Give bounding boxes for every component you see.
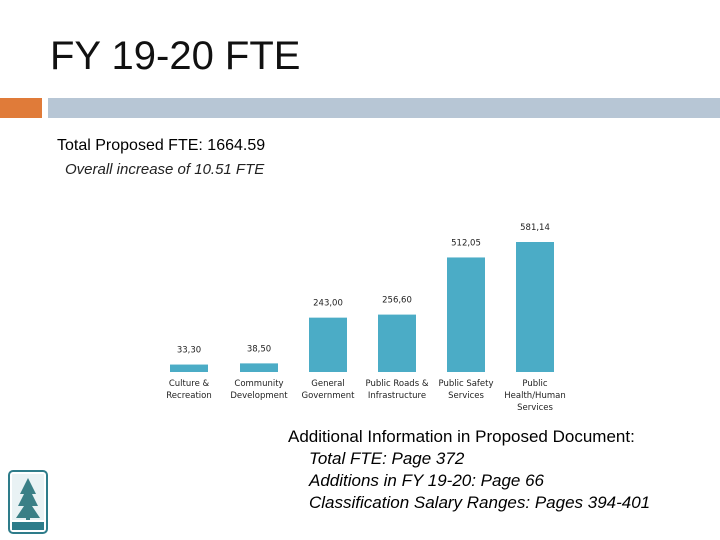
county-logo (8, 470, 48, 534)
accent-bar (0, 98, 42, 118)
category-label: Public (522, 379, 547, 389)
bar (309, 317, 347, 372)
category-label: Services (517, 403, 553, 413)
slide-title: FY 19-20 FTE (50, 34, 301, 78)
bar (240, 363, 278, 372)
increase-note: Overall increase of 10.51 FTE (65, 161, 265, 178)
info-line: Total FTE: Page 372 (309, 449, 465, 468)
value-label: 33,30 (177, 346, 201, 356)
bar (170, 364, 208, 372)
value-label: 256,60 (382, 296, 412, 306)
value-label: 243,00 (313, 299, 343, 309)
category-label: Public Roads & (366, 379, 429, 389)
bar (378, 314, 416, 372)
additional-info: Additional Information in Proposed Docum… (288, 426, 650, 514)
info-heading: Additional Information in Proposed Docum… (288, 427, 635, 446)
category-label: Community (234, 379, 283, 389)
category-label: Services (448, 391, 484, 401)
category-label: General (311, 379, 345, 389)
info-line: Additions in FY 19-20: Page 66 (309, 471, 545, 490)
category-label: Government (301, 391, 355, 401)
category-label: Public Safety (438, 379, 493, 389)
category-label: Recreation (166, 391, 211, 401)
value-label: 38,50 (247, 344, 271, 354)
value-label: 512,05 (451, 238, 481, 248)
total-fte: Total Proposed FTE: 1664.59 (57, 137, 266, 154)
category-label: Culture & (169, 379, 210, 389)
header-bar (48, 98, 720, 118)
info-line: Classification Salary Ranges: Pages 394-… (309, 493, 651, 512)
category-label: Health/Human (504, 391, 565, 401)
bar (447, 257, 485, 372)
divider (42, 98, 48, 540)
value-label: 581,14 (520, 223, 550, 233)
bar (516, 242, 554, 372)
category-label: Development (230, 391, 288, 401)
category-label: Infrastructure (368, 391, 426, 401)
